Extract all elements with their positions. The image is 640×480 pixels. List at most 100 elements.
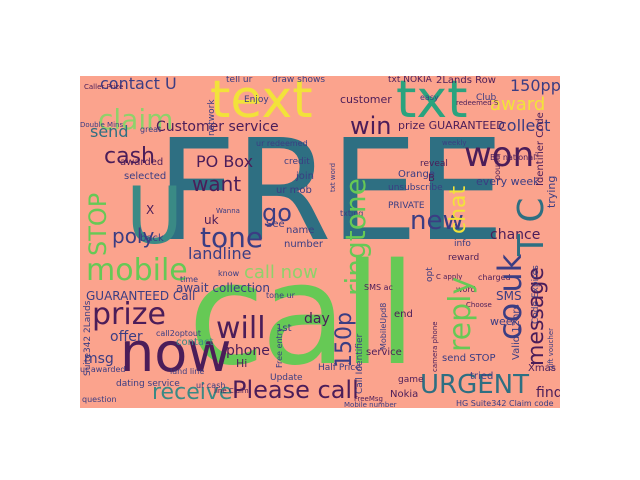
word-c-apply: C apply xyxy=(436,273,463,281)
word-join: join xyxy=(296,171,315,182)
word-tone-ur: tone ur xyxy=(266,291,295,300)
word-landline: landline xyxy=(188,244,252,263)
word-tone: tone xyxy=(200,221,264,254)
word-question: question xyxy=(82,395,117,404)
word-customer: customer xyxy=(340,93,392,106)
word-cloud: FREE call text txt now U won Please call… xyxy=(80,76,560,408)
word-po-box: PO Box xyxy=(196,152,254,171)
word-free-entry: Free entry xyxy=(275,327,284,368)
word-call-now: call now xyxy=(244,262,318,283)
word-b: B xyxy=(428,173,435,184)
word-tell-ur: tell ur xyxy=(226,76,253,85)
word-valid-12hrs: Valid 12hrs xyxy=(511,304,522,360)
word-win: win xyxy=(350,112,392,140)
word-phone: phone xyxy=(226,343,270,359)
word-txt-nokia: txt NOKIA xyxy=(388,76,432,85)
word-pic: network xyxy=(207,99,217,136)
word-word: word xyxy=(456,285,476,294)
word-nokia: Nokia xyxy=(390,389,419,400)
word-new: new xyxy=(410,206,464,236)
word-reward: reward xyxy=(448,253,480,263)
word-camera-phone: camera phone xyxy=(431,321,439,372)
word-enjoy: Enjoy xyxy=(244,95,269,105)
word-offer: offer xyxy=(110,329,143,345)
word-ur-awarded: ur awarded xyxy=(80,365,126,374)
word-uk: uk xyxy=(204,213,219,227)
word-send-stop: send STOP xyxy=(442,353,496,364)
word-week: week xyxy=(490,315,519,328)
word-know: know xyxy=(218,269,240,278)
word-txt-word: txt word xyxy=(329,162,337,192)
word-please-call: Please call xyxy=(232,376,359,404)
word-customer-service: Customer service xyxy=(156,119,279,135)
word-bt-national: BT national xyxy=(490,153,536,162)
word-gift-voucher: gift voucher xyxy=(547,327,555,370)
word-ur-mob: ur mob xyxy=(276,185,312,196)
word-xmas: Xmas xyxy=(528,363,556,374)
word-land-line: land line xyxy=(170,367,205,376)
word-game: game xyxy=(398,375,424,385)
word-suite342: Suite342 2Lands xyxy=(83,300,93,376)
word-call2optout: call2optout xyxy=(156,329,202,338)
word-reply: reply xyxy=(443,276,478,352)
word-1st: 1st xyxy=(276,323,292,334)
word-name: name xyxy=(286,225,315,236)
word-trying: trying xyxy=(545,175,558,208)
word-number: number xyxy=(284,239,324,250)
word-hi: Hi xyxy=(236,357,248,370)
word-end: end xyxy=(394,309,413,320)
word-back: back xyxy=(140,233,164,244)
word-prize: prize xyxy=(92,297,166,332)
word-credit: credit xyxy=(284,157,310,167)
word-half-price: Half Price xyxy=(318,363,361,373)
word-now: now xyxy=(120,321,232,384)
word-caller-prize: Caller Prize xyxy=(84,83,124,91)
word-private: PRIVATE xyxy=(388,201,425,211)
word-sms: SMS xyxy=(496,289,522,303)
word-mobile-number: Mobile number xyxy=(344,401,397,409)
word-find: find xyxy=(536,385,560,401)
word-choose: Choose xyxy=(466,301,492,309)
word-hg-suite342: HG Suite342 Claim code xyxy=(456,399,554,408)
word-redeemed: redeemed S xyxy=(456,99,499,107)
word-weekly: weekly xyxy=(442,139,467,147)
word-guaranteed-call: GUARANTEED Call xyxy=(86,289,196,303)
word-update: Update xyxy=(270,373,303,383)
word-collect: collect xyxy=(498,116,551,135)
word-reveal: reveal xyxy=(420,159,448,169)
word-txt: txt xyxy=(396,76,468,130)
word-ringtone: ringtone xyxy=(339,178,372,296)
word-go: go xyxy=(262,199,292,227)
word-service: service xyxy=(366,347,402,358)
word-freemsg: FreeMsg xyxy=(354,395,383,403)
word-won: won xyxy=(464,135,535,175)
word-ur-redeemed: ur redeemed xyxy=(256,139,308,148)
word-contact-u: contact U xyxy=(100,76,177,93)
word-award: award xyxy=(490,94,546,115)
word-prize-guaranteed: prize GUARANTEED xyxy=(398,119,505,132)
word-double-mins: Double Mins xyxy=(80,121,124,129)
word-chance: chance xyxy=(490,227,541,243)
word-await-collection: await collection xyxy=(176,281,270,295)
word-time: time xyxy=(180,275,199,284)
word-draw-shows: draw shows xyxy=(272,76,326,85)
word-txting: txting xyxy=(340,209,364,218)
word-receive: receive xyxy=(152,380,233,405)
word-text: text xyxy=(210,76,313,130)
word-selected: selected xyxy=(124,171,167,182)
word-free: FREE xyxy=(156,110,505,273)
word-orange: Orange xyxy=(398,169,435,180)
word-chat: chat xyxy=(446,185,471,234)
word-claim: claim xyxy=(98,103,174,136)
word-x: X xyxy=(146,203,155,217)
word-msg: msg xyxy=(84,351,114,367)
word-tried: tried xyxy=(470,371,494,382)
word-awarded: awarded xyxy=(120,157,164,168)
word-easy: easy xyxy=(420,93,439,102)
word-info: info xyxy=(454,239,471,249)
word-urgent: URGENT xyxy=(420,370,530,400)
word-call: call xyxy=(188,234,417,397)
word-club: Club xyxy=(476,93,497,103)
word-mobile: mobile xyxy=(86,253,188,288)
word-line-claim: line Claim xyxy=(214,387,249,395)
